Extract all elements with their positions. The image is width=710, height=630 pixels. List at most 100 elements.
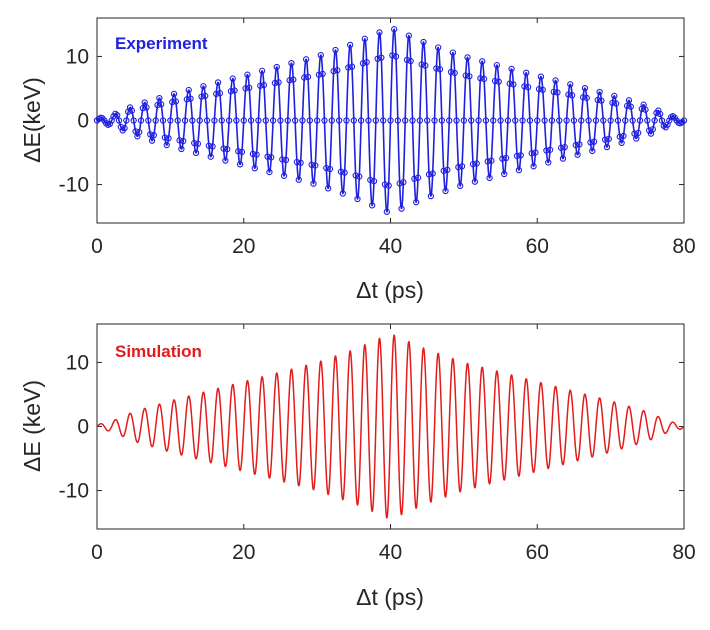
data-point [657, 110, 664, 118]
data-point [216, 90, 224, 97]
data-point [469, 160, 477, 168]
y-axis-label: ΔE (keV) [19, 380, 45, 472]
data-point [625, 97, 633, 104]
data-point [310, 180, 317, 187]
data-point [159, 117, 167, 124]
data-point [264, 153, 271, 160]
data-point [502, 154, 510, 162]
y-tick-label: -10 [59, 174, 89, 197]
simulation-series [96, 334, 685, 519]
data-point [458, 163, 466, 170]
data-point [291, 117, 299, 124]
data-point [383, 208, 390, 215]
data-point [225, 117, 233, 124]
data-point [288, 60, 295, 67]
data-point [313, 117, 321, 124]
data-point [570, 117, 578, 124]
data-point [447, 68, 455, 76]
data-point [517, 152, 524, 159]
data-point [235, 148, 242, 155]
data-point [299, 117, 306, 124]
data-point [359, 60, 367, 67]
data-point [306, 117, 313, 124]
data-point [526, 117, 534, 124]
data-point [323, 164, 330, 172]
data-point [612, 100, 620, 107]
data-point [284, 117, 291, 124]
x-tick-label: 20 [232, 235, 255, 258]
data-point [649, 126, 656, 133]
data-point [614, 117, 622, 124]
data-point [457, 182, 464, 189]
data-point [154, 101, 161, 109]
data-point [343, 117, 350, 124]
data-point [510, 81, 517, 88]
data-point [565, 91, 572, 98]
data-point [165, 135, 172, 142]
data-point [618, 139, 625, 147]
x-tick-label: 0 [91, 541, 103, 564]
data-point [471, 178, 479, 185]
data-point [550, 88, 557, 95]
data-point [176, 137, 183, 144]
data-point [460, 117, 468, 124]
experiment-series [93, 26, 688, 215]
data-point [106, 120, 113, 127]
data-point [592, 117, 600, 124]
legend-label: Experiment [115, 34, 208, 53]
data-point [103, 120, 110, 127]
data-point [286, 77, 293, 84]
data-point [636, 117, 644, 124]
data-point [609, 99, 616, 106]
data-point [167, 117, 174, 124]
data-point [543, 147, 550, 154]
data-point [634, 129, 642, 136]
data-point [442, 187, 449, 195]
data-point [334, 67, 341, 74]
data-point [114, 112, 121, 119]
data-point [378, 54, 385, 61]
data-point [488, 157, 495, 164]
data-point [574, 151, 581, 158]
data-point [174, 117, 181, 124]
data-point [156, 94, 163, 102]
data-point [446, 117, 453, 124]
data-point [545, 159, 552, 166]
data-point [218, 117, 225, 124]
data-point [627, 103, 634, 110]
data-point [623, 102, 631, 109]
data-point [207, 153, 214, 160]
data-point [493, 61, 501, 69]
data-point [651, 117, 658, 124]
data-point [482, 117, 490, 124]
tick-labels: 0 20 40 60 80 -10 0 10 [59, 351, 696, 564]
data-point [405, 32, 412, 39]
x-tick-label: 40 [379, 235, 402, 258]
data-point [282, 156, 290, 164]
data-point [420, 38, 427, 46]
data-point [238, 148, 246, 156]
data-point [616, 133, 623, 140]
data-point [202, 92, 209, 100]
data-point [589, 147, 596, 155]
data-point [211, 117, 218, 124]
y-axis-label: ΔE(keV) [19, 77, 45, 163]
data-point [269, 117, 277, 124]
data-point [605, 135, 612, 143]
x-tick-label: 20 [232, 541, 255, 564]
data-point [220, 145, 227, 152]
data-point [407, 57, 414, 65]
data-point [598, 97, 605, 104]
data-point [530, 163, 537, 170]
data-point [324, 185, 332, 192]
data-point [444, 166, 451, 174]
data-point [400, 179, 407, 186]
data-point [244, 71, 251, 78]
data-point [367, 176, 374, 184]
data-point [396, 180, 403, 187]
data-point [158, 101, 165, 108]
data-point [301, 74, 308, 81]
data-point [642, 106, 649, 113]
data-point [345, 64, 352, 71]
